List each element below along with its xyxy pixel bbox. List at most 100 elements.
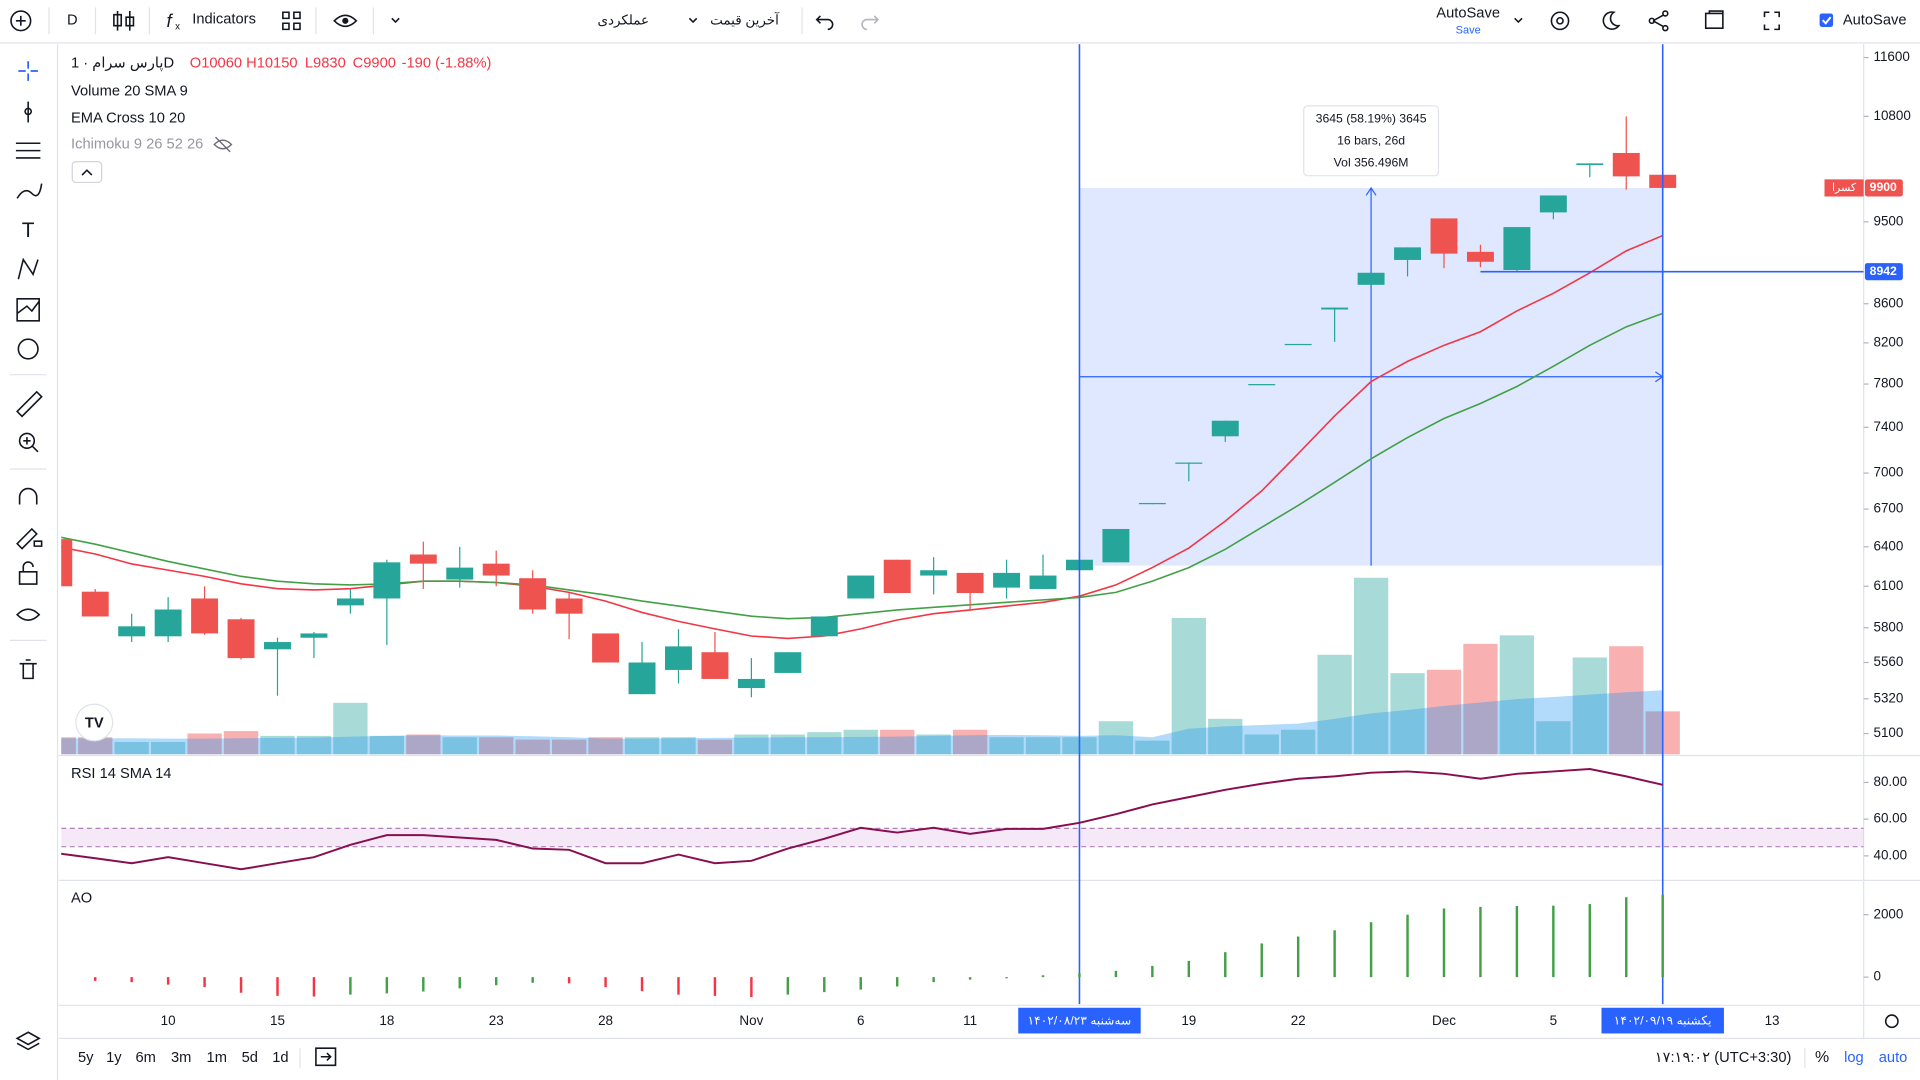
last-price-box — [1864, 179, 1903, 197]
y-tick-label: 8200 — [1873, 334, 1903, 349]
ao-bar — [458, 977, 461, 989]
ao-bar — [1296, 936, 1300, 978]
fullscreen-button[interactable] — [1763, 11, 1780, 31]
collapse-legend-button[interactable] — [71, 161, 103, 184]
indicator-legend[interactable]: Volume 20 SMA 9 — [71, 84, 188, 100]
fib-tool[interactable] — [15, 142, 41, 159]
candle-body — [227, 619, 255, 659]
candle-body — [373, 562, 401, 599]
ao-bar — [1552, 905, 1555, 978]
x-tick-label: 15 — [270, 1013, 285, 1028]
lock-tool[interactable] — [18, 561, 38, 585]
theme-button[interactable] — [1602, 11, 1621, 30]
object-tree-button[interactable] — [15, 1031, 41, 1051]
crosshair-tool[interactable] — [18, 61, 38, 81]
candle-body — [774, 652, 802, 673]
range-button[interactable]: 5d — [242, 1050, 258, 1066]
y-tick-label: 7800 — [1873, 376, 1903, 391]
snapshot-button[interactable] — [1704, 10, 1724, 29]
ao-bar — [1151, 965, 1154, 978]
candle-body — [1394, 247, 1422, 260]
ao-bar — [276, 977, 279, 996]
plus-icon — [15, 15, 26, 26]
rsi-band — [61, 828, 1864, 847]
volume-bar — [1499, 635, 1535, 755]
lock-drawing-tool[interactable] — [16, 527, 43, 550]
candle-body — [1029, 575, 1057, 589]
date-marker-box — [1018, 1007, 1141, 1034]
measure-tool[interactable] — [16, 390, 43, 418]
candle-body — [1284, 343, 1312, 346]
hidden-icon — [213, 136, 233, 153]
redo-button[interactable] — [861, 15, 880, 31]
legend-low: L9830 — [305, 56, 346, 72]
ao-bar — [422, 977, 425, 992]
y-tick-label: 6400 — [1873, 538, 1903, 553]
ao-bar — [567, 977, 571, 984]
candle-body — [1211, 420, 1239, 437]
magnet-tool[interactable] — [18, 487, 38, 505]
interval-button[interactable]: D — [67, 13, 78, 29]
crosshair-label-box — [1864, 263, 1903, 281]
layout-label[interactable]: عملکردی — [597, 12, 649, 28]
auto-toggle[interactable]: auto — [1879, 1050, 1908, 1066]
range-button[interactable]: 1m — [207, 1050, 227, 1066]
zoom-tool[interactable] — [18, 432, 36, 449]
volume-bar — [1609, 646, 1644, 755]
autosave-checkbox[interactable] — [1819, 13, 1834, 27]
price-source[interactable]: آخرین قیمت — [710, 11, 780, 28]
measure-tooltip — [1303, 105, 1440, 177]
candle-body — [1466, 251, 1494, 262]
candle-body — [956, 572, 984, 594]
range-button[interactable]: 6m — [136, 1050, 156, 1066]
logo[interactable] — [75, 703, 114, 742]
range-button[interactable]: 1d — [272, 1050, 288, 1066]
clock[interactable]: ۱۷:۱۹:۰۲ (UTC+3:30) — [1655, 1050, 1792, 1066]
visibility-button[interactable] — [333, 14, 358, 28]
indicator-legend[interactable]: Ichimoku 9 26 52 26 — [71, 136, 203, 152]
settings-button[interactable] — [1550, 11, 1570, 31]
hide-tool[interactable] — [16, 608, 41, 621]
fx-icon: f — [167, 10, 174, 31]
delete-tool[interactable] — [19, 659, 37, 680]
templates-button[interactable] — [282, 11, 301, 31]
autosave-check-label[interactable]: AutoSave — [1843, 13, 1907, 29]
dropdown-arrow — [688, 17, 698, 24]
symbol-search-button[interactable] — [10, 10, 32, 32]
ao-bar — [1625, 897, 1628, 978]
candle-body — [665, 646, 692, 670]
autosave-label[interactable]: AutoSave — [1436, 5, 1500, 21]
axis-settings-button[interactable] — [1884, 1014, 1899, 1029]
x-tick-label: 19 — [1181, 1013, 1196, 1028]
range-button[interactable]: 5y — [78, 1050, 94, 1066]
range-button[interactable]: 3m — [171, 1050, 191, 1066]
pattern-tool[interactable] — [17, 257, 39, 280]
volume-bar — [61, 737, 76, 755]
prediction-tool[interactable] — [16, 297, 40, 322]
rsi-legend: RSI 14 SMA 14 — [71, 766, 171, 782]
brush-tool[interactable] — [16, 183, 43, 199]
indicator-legend[interactable]: EMA Cross 10 20 — [71, 111, 185, 127]
y-tick-label: 0 — [1873, 969, 1880, 984]
icon-tool[interactable] — [17, 338, 39, 360]
ao-bar — [750, 977, 753, 998]
ao-bar — [859, 977, 862, 990]
y-tick-label: 40.00 — [1873, 847, 1907, 862]
text-tool[interactable]: T — [22, 219, 35, 242]
ao-bar — [1041, 975, 1045, 978]
volume-bar — [114, 742, 149, 755]
volume-bar — [1572, 657, 1607, 755]
save-label[interactable]: Save — [1456, 25, 1481, 37]
volume-bar — [551, 739, 587, 755]
chart-type-button[interactable] — [113, 11, 135, 31]
goto-date-button[interactable] — [315, 1047, 337, 1067]
undo-button[interactable] — [815, 15, 834, 31]
ao-bar — [932, 977, 935, 983]
dropdown-button[interactable] — [391, 17, 400, 24]
indicators-button[interactable]: Indicators — [192, 11, 256, 27]
candle-body — [737, 678, 765, 689]
log-toggle[interactable]: log — [1844, 1050, 1864, 1066]
check-mark — [1821, 16, 1832, 25]
percent-toggle[interactable]: % — [1815, 1049, 1829, 1066]
range-button[interactable]: 1y — [106, 1050, 122, 1066]
